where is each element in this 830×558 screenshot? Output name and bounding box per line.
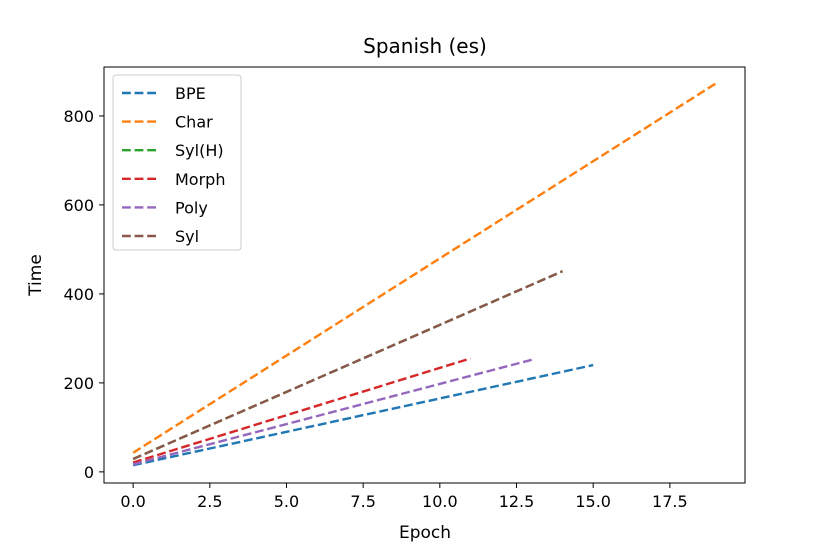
x-tick-label: 7.5 [350,492,375,511]
chart-title: Spanish (es) [363,34,487,58]
legend-label-poly: Poly [175,198,208,217]
x-tick-label: 10.0 [422,492,458,511]
x-tick-label: 5.0 [274,492,299,511]
series-line-char [132,82,717,454]
x-tick-label: 2.5 [197,492,222,511]
y-tick-label: 0 [84,463,94,482]
y-axis-label: Time [26,254,46,297]
x-axis: 0.0 2.5 5.0 7.5 10.0 12.5 15.0 17.5 [120,483,688,511]
x-tick-label: 17.5 [652,492,688,511]
series-line-poly [132,358,533,466]
legend-label-syl: Syl [175,227,199,246]
legend-label-char: Char [175,113,213,132]
y-tick-label: 400 [63,285,94,304]
y-tick-label: 800 [63,107,94,126]
legend-label-bpe: BPE [175,84,206,103]
legend: BPE Char Syl(H) Morph Poly Syl [112,74,242,251]
y-tick-label: 600 [63,196,94,215]
legend-label-syl-h: Syl(H) [175,141,224,160]
series-line-morph [132,357,471,464]
series-line-syl [132,270,563,461]
legend-label-morph: Morph [175,170,225,189]
y-tick-label: 200 [63,374,94,393]
chart-marks [132,82,717,467]
y-axis: 0 200 400 600 800 [63,107,104,482]
x-tick-label: 12.5 [499,492,535,511]
x-axis-label: Epoch [399,523,451,543]
x-tick-label: 15.0 [575,492,611,511]
series-line-bpe [132,363,594,467]
plot-frame [103,66,746,484]
x-tick-label: 0.0 [120,492,145,511]
legend-box [112,74,242,251]
